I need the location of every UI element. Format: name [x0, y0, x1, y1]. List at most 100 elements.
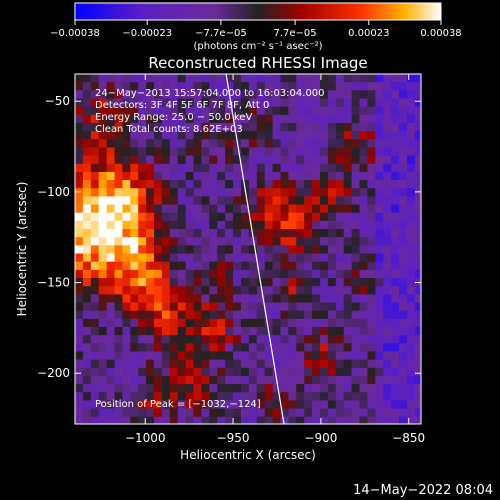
heatmap-cell [233, 196, 242, 206]
heatmap-cell [209, 318, 218, 328]
heatmap-cell [264, 253, 274, 263]
heatmap-cell [280, 286, 289, 295]
heatmap-cell [185, 188, 195, 198]
heatmap-cell [154, 114, 163, 124]
heatmap-cell [391, 302, 400, 312]
heatmap-cell [185, 245, 195, 255]
heatmap-cell [90, 294, 100, 304]
heatmap-cell [161, 400, 171, 410]
heatmap-cell [320, 229, 329, 238]
heatmap-cell [209, 188, 218, 198]
heatmap-cell [138, 122, 147, 132]
heatmap-cell [161, 367, 171, 377]
heatmap-cell [169, 139, 179, 149]
heatmap-cell [383, 286, 392, 295]
heatmap-cell [312, 253, 321, 263]
heatmap-cell [169, 359, 179, 369]
heatmap-cell [383, 326, 392, 336]
heatmap-cell [367, 351, 376, 361]
heatmap-cell [138, 82, 147, 91]
heatmap-cell [154, 286, 163, 295]
heatmap-cell [296, 180, 305, 189]
heatmap-cell [335, 375, 345, 385]
heatmap-cell [146, 278, 155, 287]
heatmap-cell [312, 171, 321, 181]
heatmap-cell [98, 237, 108, 246]
heatmap-cell [335, 74, 345, 83]
heatmap-cell [217, 408, 226, 418]
heatmap-cell [201, 416, 210, 424]
heatmap-cell [177, 204, 187, 214]
heatmap-cell [225, 310, 234, 320]
heatmap-cell [327, 310, 337, 320]
heatmap-cell [264, 400, 274, 410]
heatmap-cell [312, 122, 321, 132]
heatmap-cell [264, 90, 274, 100]
heatmap-cell [335, 278, 345, 287]
heatmap-cell [217, 74, 226, 83]
heatmap-cell [248, 122, 258, 132]
heatmap-cell [383, 171, 392, 181]
heatmap-cell [106, 90, 116, 100]
heatmap-cell [177, 416, 187, 424]
heatmap-cell [343, 196, 353, 206]
heatmap-cell [351, 310, 361, 320]
heatmap-cell [217, 171, 226, 181]
heatmap-cell [122, 261, 131, 271]
heatmap-cell [146, 286, 155, 295]
heatmap-cell [201, 245, 210, 255]
heatmap-cell [320, 253, 329, 263]
heatmap-cell [201, 171, 210, 181]
heatmap-cell [161, 278, 171, 287]
heatmap-cell [264, 220, 274, 230]
heatmap-cell [414, 114, 421, 124]
heatmap-cell [154, 147, 163, 157]
heatmap-cell [209, 82, 218, 91]
heatmap-cell [82, 384, 92, 393]
heatmap-cell [185, 131, 195, 140]
heatmap-cell [414, 82, 421, 91]
heatmap-cell [327, 269, 337, 279]
heatmap-cell [138, 359, 147, 369]
x-axis-label: Heliocentric X (arcsec) [180, 448, 316, 462]
heatmap-cell [217, 106, 226, 116]
heatmap-cell [367, 114, 376, 124]
heatmap-cell [193, 375, 203, 385]
colorbar-tick-label: −0.00023 [122, 28, 172, 39]
heatmap-cell [225, 384, 234, 393]
heatmap-cell [114, 139, 124, 149]
heatmap-cell [82, 318, 92, 328]
heatmap-cell [343, 343, 353, 353]
heatmap-cell [248, 204, 258, 214]
heatmap-cell [185, 326, 195, 336]
heatmap-cell [233, 278, 242, 287]
colorbar-tick-label: −0.00038 [50, 28, 100, 39]
heatmap-cell [185, 384, 195, 393]
heatmap-cell [327, 375, 337, 385]
heatmap-cell [312, 147, 321, 157]
heatmap-cell [399, 147, 408, 157]
heatmap-cell [193, 74, 203, 83]
heatmap-cell [406, 106, 416, 116]
heatmap-cell [304, 351, 313, 361]
heatmap-cell [122, 310, 131, 320]
heatmap-cell [391, 318, 400, 328]
heatmap-cell [351, 286, 361, 295]
heatmap-cell [359, 253, 369, 263]
heatmap-cell [225, 171, 234, 181]
heatmap-cell [296, 343, 305, 353]
heatmap-cell [146, 416, 155, 424]
heatmap-cell [391, 335, 400, 344]
heatmap-cell [75, 237, 84, 246]
heatmap-cell [399, 351, 408, 361]
heatmap-cell [327, 237, 337, 246]
heatmap-cell [90, 367, 100, 377]
heatmap-cell [320, 106, 329, 116]
heatmap-cell [256, 139, 266, 149]
heatmap-cell [359, 131, 369, 140]
heatmap-cell [177, 318, 187, 328]
heatmap-cell [288, 253, 297, 263]
heatmap-cell [327, 384, 337, 393]
heatmap-cell [343, 155, 353, 165]
heatmap-cell [177, 302, 187, 312]
